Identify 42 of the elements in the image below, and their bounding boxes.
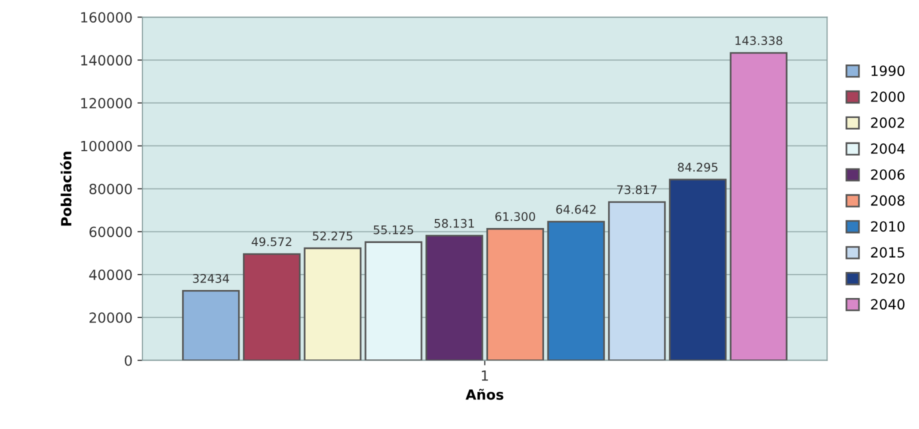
- data-label: 58.131: [434, 218, 474, 228]
- legend-label: 2006: [871, 169, 905, 180]
- y-tick-label: 0: [124, 355, 132, 366]
- y-tick-label: 60000: [90, 226, 132, 238]
- data-label: 32434: [193, 274, 230, 283]
- y-tick-label: 20000: [90, 312, 132, 323]
- y-tick-label: 120000: [81, 98, 132, 108]
- y-tick-label: 140000: [81, 55, 132, 66]
- bar: [182, 290, 240, 360]
- data-label: 73.817: [617, 185, 657, 194]
- bar: [364, 241, 422, 360]
- data-label: 55.125: [374, 225, 414, 234]
- bar: [608, 201, 666, 360]
- y-tick-label: 100000: [81, 140, 132, 152]
- bar: [547, 220, 605, 360]
- data-label: 52.275: [312, 231, 352, 240]
- x-axis-title: Años: [466, 388, 504, 400]
- bar: [242, 253, 301, 360]
- legend-label: 2020: [871, 273, 904, 284]
- bar: [426, 234, 484, 360]
- legend-label: 2002: [871, 117, 904, 128]
- x-tick-label: 1: [482, 370, 488, 381]
- legend-label: 2010: [871, 221, 904, 232]
- data-label: 61.300: [495, 212, 536, 222]
- legend-label: 2008: [871, 195, 904, 206]
- data-label: 64.642: [556, 204, 596, 214]
- legend-label: 2015: [871, 247, 904, 258]
- bar: [730, 52, 788, 360]
- bar: [304, 247, 362, 360]
- y-axis-title: Población: [60, 152, 72, 226]
- legend-label: 2040: [871, 299, 904, 310]
- bar: [486, 228, 544, 360]
- data-label: 84.295: [678, 162, 718, 172]
- legend-label: 1990: [872, 66, 904, 76]
- bar: [668, 178, 727, 360]
- legend-label: 2004: [871, 143, 905, 154]
- y-tick-label: 80000: [89, 184, 132, 194]
- y-tick-label: 40000: [89, 270, 132, 280]
- data-label: 49.572: [252, 237, 292, 246]
- legend-label: 2000: [871, 91, 904, 102]
- y-tick-label: 160000: [81, 12, 132, 23]
- data-label: 143.338: [736, 36, 782, 46]
